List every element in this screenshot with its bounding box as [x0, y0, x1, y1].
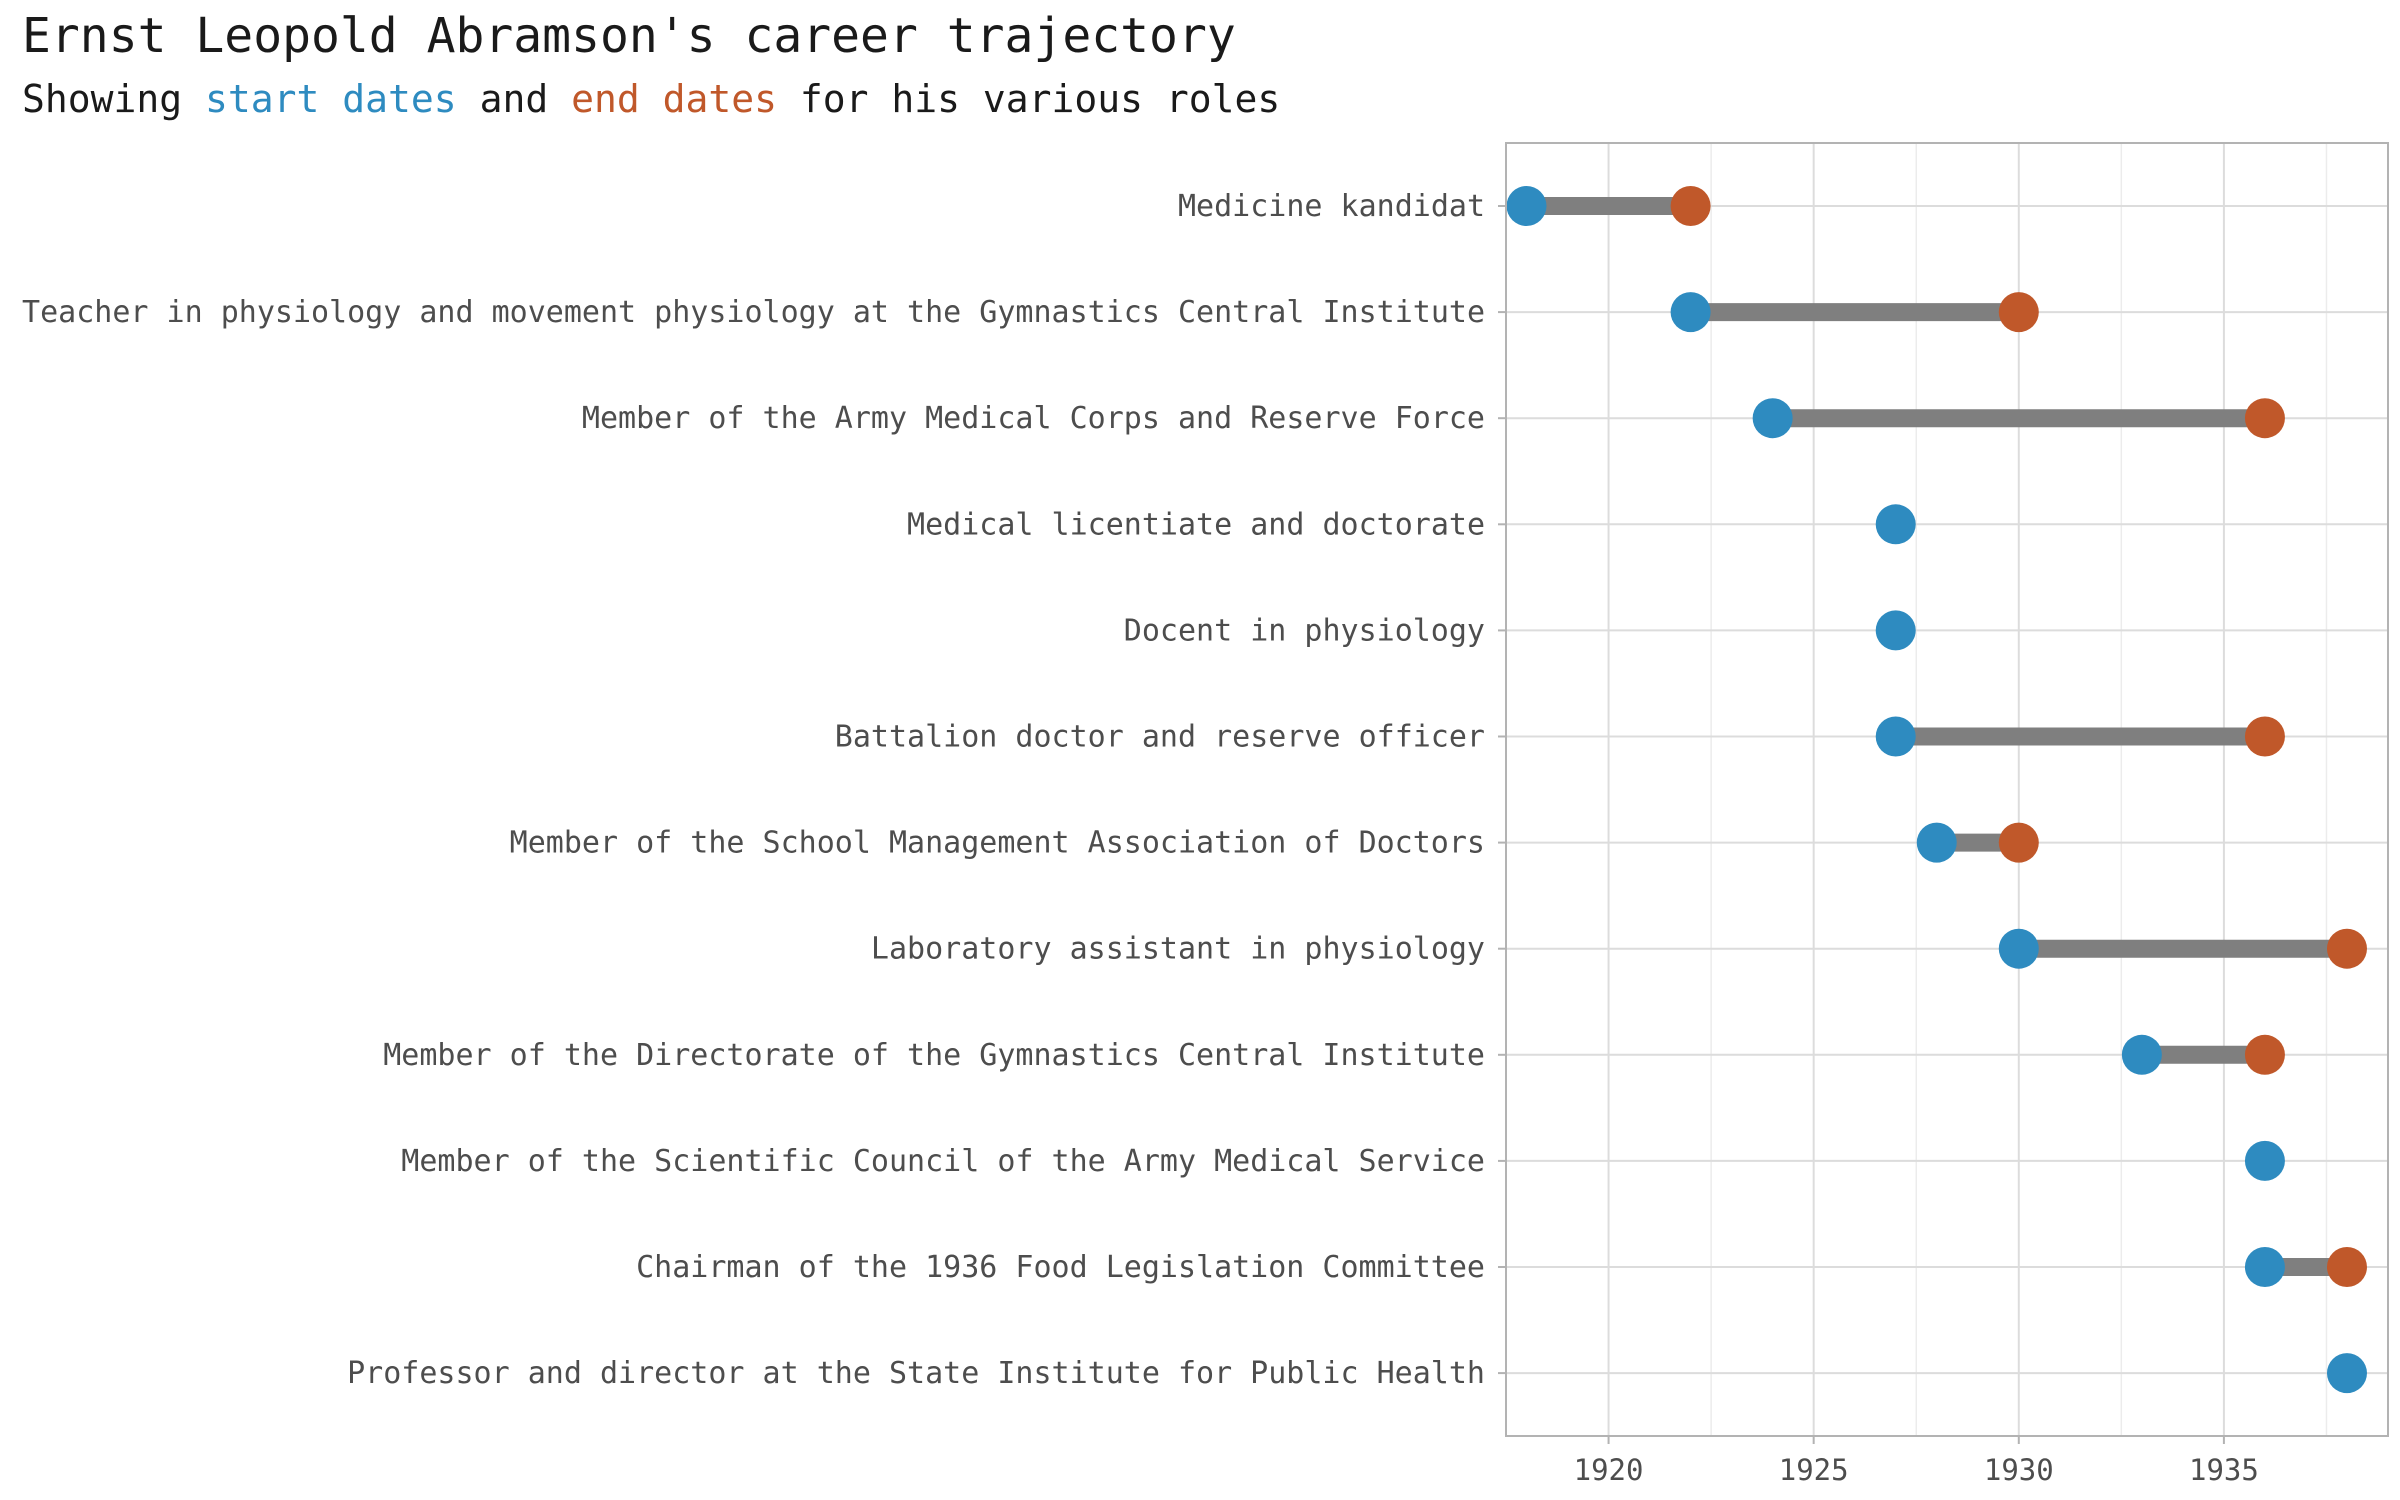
end-date-point — [2244, 398, 2285, 439]
subtitle-start-dates: start dates — [205, 77, 457, 121]
end-date-point — [2326, 928, 2367, 969]
role-label: Docent in physiology — [1124, 613, 1485, 648]
start-date-point — [2326, 1353, 2367, 1394]
role-label: Medical licentiate and doctorate — [907, 507, 1485, 542]
plot-panel-border — [1505, 142, 2389, 1437]
subtitle-end-dates: end dates — [571, 77, 777, 121]
end-date-point — [1670, 186, 1711, 226]
role-label: Teacher in physiology and movement physi… — [22, 295, 1485, 330]
end-date-point — [1998, 822, 2039, 863]
role-label: Member of the Directorate of the Gymnast… — [383, 1038, 1485, 1073]
start-date-point — [1998, 928, 2039, 969]
x-tick-label: 1935 — [2189, 1453, 2259, 1487]
start-date-point — [1752, 398, 1793, 439]
start-date-point — [1875, 716, 1916, 757]
role-label: Professor and director at the State Inst… — [347, 1356, 1485, 1391]
start-date-point — [2244, 1247, 2285, 1287]
end-date-point — [2326, 1247, 2367, 1287]
x-tick-label: 1930 — [1984, 1453, 2054, 1487]
start-date-point — [1875, 504, 1916, 545]
end-date-point — [1998, 292, 2039, 333]
subtitle-middle: and — [457, 77, 571, 121]
role-label: Member of the Scientific Council of the … — [401, 1144, 1485, 1179]
subtitle-suffix: for his various roles — [777, 77, 1280, 121]
role-label: Medicine kandidat — [1178, 189, 1485, 224]
grid-lines — [1505, 143, 2388, 1436]
subtitle-prefix: Showing — [22, 77, 205, 121]
date-points — [1506, 186, 2367, 1394]
role-label: Member of the School Management Associat… — [510, 826, 1485, 861]
role-label: Laboratory assistant in physiology — [871, 932, 1485, 967]
role-label: Chairman of the 1936 Food Legislation Co… — [636, 1250, 1485, 1285]
start-date-point — [1506, 186, 1547, 226]
x-tick-label: 1920 — [1574, 1453, 1644, 1487]
start-date-point — [2244, 1140, 2285, 1181]
start-date-point — [2121, 1034, 2162, 1075]
end-date-point — [2244, 716, 2285, 757]
start-date-point — [1670, 292, 1711, 333]
start-date-point — [1916, 822, 1957, 863]
end-date-point — [2244, 1034, 2285, 1075]
start-date-point — [1875, 610, 1916, 651]
role-label: Battalion doctor and reserve officer — [835, 720, 1485, 755]
chart-subtitle: Showing start dates and end dates for hi… — [22, 77, 1280, 121]
chart-title: Ernst Leopold Abramson's career trajecto… — [22, 8, 1236, 64]
x-tick-label: 1925 — [1779, 1453, 1849, 1487]
role-label: Member of the Army Medical Corps and Res… — [582, 401, 1485, 436]
x-axis: 1920 1925 1930 1935 — [1498, 205, 2259, 1487]
role-labels: Medicine kandidat Teacher in physiology a… — [22, 189, 1485, 1391]
